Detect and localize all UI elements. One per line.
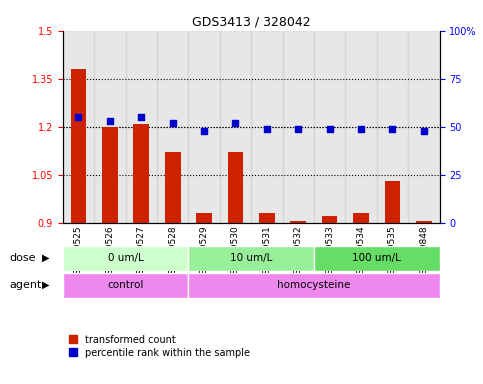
Text: ▶: ▶: [42, 253, 50, 263]
Point: [169, 120, 177, 126]
Point: [295, 126, 302, 132]
Bar: [384, 181, 400, 384]
Point: [420, 127, 428, 134]
Bar: [377, 31, 408, 223]
Bar: [290, 221, 306, 384]
Text: 0 um/L: 0 um/L: [108, 253, 143, 263]
Bar: [133, 124, 149, 384]
Bar: [102, 127, 118, 384]
Bar: [353, 213, 369, 384]
Bar: [283, 31, 314, 223]
Bar: [408, 31, 440, 223]
Bar: [188, 31, 220, 223]
FancyBboxPatch shape: [314, 246, 440, 271]
Text: 10 um/L: 10 um/L: [230, 253, 272, 263]
Text: agent: agent: [10, 280, 42, 290]
Bar: [196, 213, 212, 384]
Bar: [220, 31, 251, 223]
FancyBboxPatch shape: [63, 273, 188, 298]
Point: [106, 118, 114, 124]
Text: dose: dose: [10, 253, 36, 263]
Bar: [322, 216, 338, 384]
Point: [389, 126, 397, 132]
Point: [74, 114, 82, 120]
Bar: [251, 31, 283, 223]
Text: control: control: [107, 280, 144, 290]
Bar: [416, 221, 432, 384]
FancyBboxPatch shape: [188, 246, 314, 271]
Bar: [94, 31, 126, 223]
Point: [200, 127, 208, 134]
Text: ▶: ▶: [42, 280, 50, 290]
Text: homocysteine: homocysteine: [277, 280, 351, 290]
Point: [263, 126, 271, 132]
Bar: [227, 152, 243, 384]
Point: [326, 126, 333, 132]
Bar: [157, 31, 188, 223]
Bar: [259, 213, 275, 384]
Text: 100 um/L: 100 um/L: [352, 253, 401, 263]
Bar: [165, 152, 181, 384]
Bar: [71, 69, 86, 384]
Point: [232, 120, 240, 126]
Legend: transformed count, percentile rank within the sample: transformed count, percentile rank withi…: [68, 335, 250, 358]
Bar: [314, 31, 345, 223]
Bar: [63, 31, 94, 223]
Point: [357, 126, 365, 132]
Title: GDS3413 / 328042: GDS3413 / 328042: [192, 15, 311, 28]
Point: [138, 114, 145, 120]
FancyBboxPatch shape: [63, 246, 188, 271]
Bar: [345, 31, 377, 223]
Bar: [126, 31, 157, 223]
FancyBboxPatch shape: [188, 273, 440, 298]
